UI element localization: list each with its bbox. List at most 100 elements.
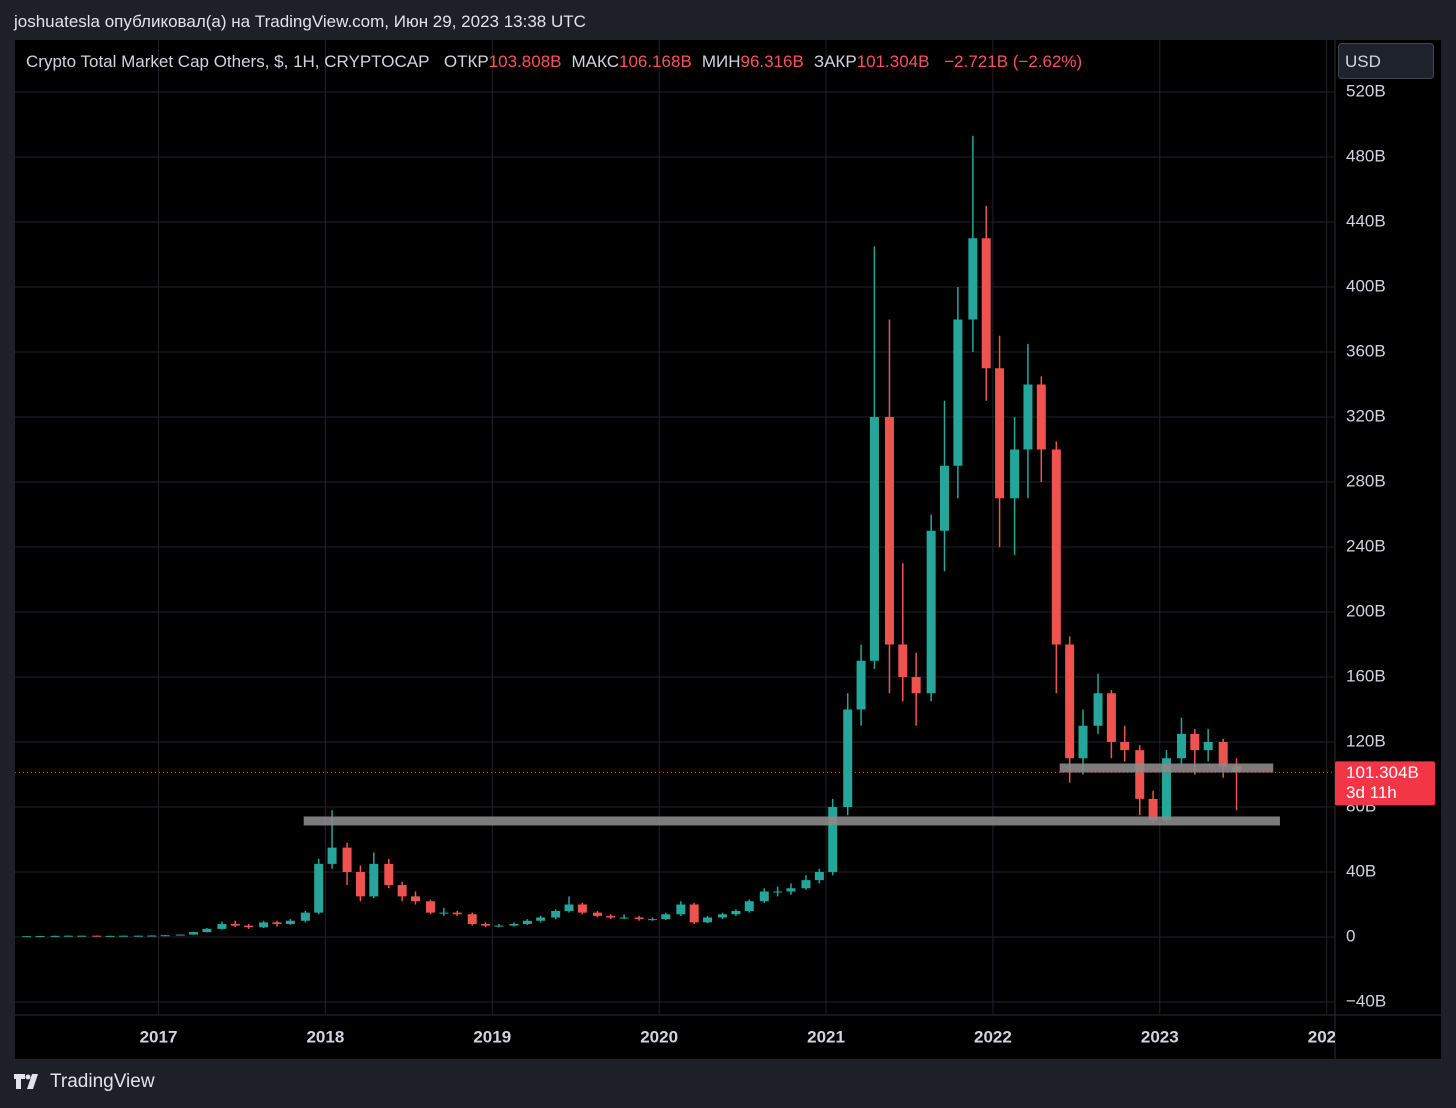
candle-body [481, 924, 491, 926]
x-tick-label: 2017 [140, 1027, 178, 1046]
x-tick-label: 2023 [1141, 1027, 1179, 1046]
logo-icon [14, 1074, 38, 1089]
candle-body [801, 880, 811, 889]
candle-body [522, 920, 532, 924]
y-tick-label: 40B [1346, 861, 1376, 880]
y-tick-label: 200B [1346, 601, 1386, 620]
candle-body [77, 935, 87, 937]
y-tick-label: 440B [1346, 211, 1386, 230]
candle-body [647, 919, 657, 921]
y-axis: −40B040B80B120B160B200B240B280B320B360B4… [1346, 81, 1386, 1010]
price-tag-label: 101.304B [1346, 763, 1419, 782]
y-tick-label: 240B [1346, 536, 1386, 555]
x-tick-label: 2021 [807, 1027, 845, 1046]
candle-body [118, 935, 128, 937]
candle-body [285, 920, 295, 924]
x-tick-label: 2019 [473, 1027, 511, 1046]
candle-body [1120, 742, 1130, 751]
candle-body [619, 917, 629, 919]
candle-body [411, 896, 421, 902]
candle-body [606, 915, 616, 918]
candle-body [744, 901, 754, 911]
y-tick-label: 480B [1346, 146, 1386, 165]
candle-body [494, 925, 504, 927]
candle-body [1023, 384, 1033, 450]
candle-body [1051, 449, 1061, 645]
candle-body [676, 904, 686, 915]
candle-body [327, 847, 337, 864]
candle-body [92, 935, 102, 937]
candle-body [189, 932, 199, 935]
candle-body [22, 936, 32, 938]
candle-body [369, 863, 379, 897]
candle-body [718, 914, 728, 918]
ohlc-value: 96.316B [740, 52, 804, 71]
x-tick-label: 2020 [640, 1027, 678, 1046]
candle-body [1106, 693, 1116, 742]
time-axis [15, 1015, 1441, 1059]
candle-body [1135, 750, 1145, 799]
candle-body [147, 935, 157, 937]
candle-body [661, 914, 671, 920]
ohlc-value: 101.304B [856, 52, 930, 71]
candle-body [1010, 449, 1020, 499]
x-tick-label: 2018 [306, 1027, 344, 1046]
level-band [303, 816, 1280, 826]
y-tick-label: 120B [1346, 731, 1386, 750]
currency-button[interactable]: USD [1338, 43, 1434, 79]
x-tick-label: 2022 [974, 1027, 1012, 1046]
candle-body [953, 319, 963, 466]
ohlc-label: МАКС [571, 52, 620, 71]
candle-body [452, 912, 462, 915]
x-tick-label: 2024 [1308, 1027, 1346, 1046]
candle-body [940, 465, 950, 531]
y-tick-label: 520B [1346, 81, 1386, 100]
candle-body [202, 928, 212, 933]
footer-logo: TradingView [14, 1071, 155, 1093]
ohlc-label: ЗАКР [813, 52, 857, 71]
grid [15, 40, 1335, 1015]
candle-body [592, 912, 602, 916]
candle-body [828, 807, 838, 872]
candle-body [926, 530, 936, 694]
y-tick-label: 320B [1346, 406, 1386, 425]
candle-body [1093, 693, 1103, 726]
candle-body [968, 238, 978, 320]
candle-body [300, 912, 310, 921]
candle-body [342, 847, 352, 872]
y-tick-label: 280B [1346, 471, 1386, 490]
symbol: Crypto Total Market Cap Others, $, 1H, C… [26, 52, 430, 71]
ohlc-label: МИН [701, 52, 741, 71]
attribution: joshuatesla опубликовал(а) на TradingVie… [14, 12, 586, 31]
candle-body [467, 914, 477, 924]
price-tag-box [1335, 761, 1435, 806]
candle-body [731, 911, 741, 915]
ohlc: ОТКР103.808B МАКС106.168B МИН96.316B ЗАКР10… [434, 52, 930, 71]
candle-body [884, 417, 894, 645]
candle-body [551, 911, 561, 918]
candle-body [35, 936, 45, 938]
candle-body [689, 904, 699, 923]
candle-body [1203, 742, 1213, 751]
candle-body [773, 891, 783, 893]
candle-body [355, 872, 365, 897]
candle-body [1190, 733, 1200, 751]
candle-body [397, 885, 407, 897]
plot [15, 135, 1335, 938]
candle-body [1218, 742, 1228, 767]
candle-body [244, 925, 254, 928]
candle-body [1065, 644, 1075, 759]
y-tick-label: 400B [1346, 276, 1386, 295]
candle-body [536, 917, 546, 921]
candle-body [439, 912, 449, 914]
ohlc-value: 103.808B [488, 52, 562, 71]
price-tag-countdown: 3d 11h [1346, 783, 1397, 802]
candle-body [1161, 758, 1171, 820]
candle-body [911, 677, 921, 694]
brand: TradingView [50, 1071, 155, 1092]
change: −2.721B (−2.62%) [944, 52, 1083, 71]
candle-body [759, 891, 769, 902]
candle-body [509, 924, 519, 926]
